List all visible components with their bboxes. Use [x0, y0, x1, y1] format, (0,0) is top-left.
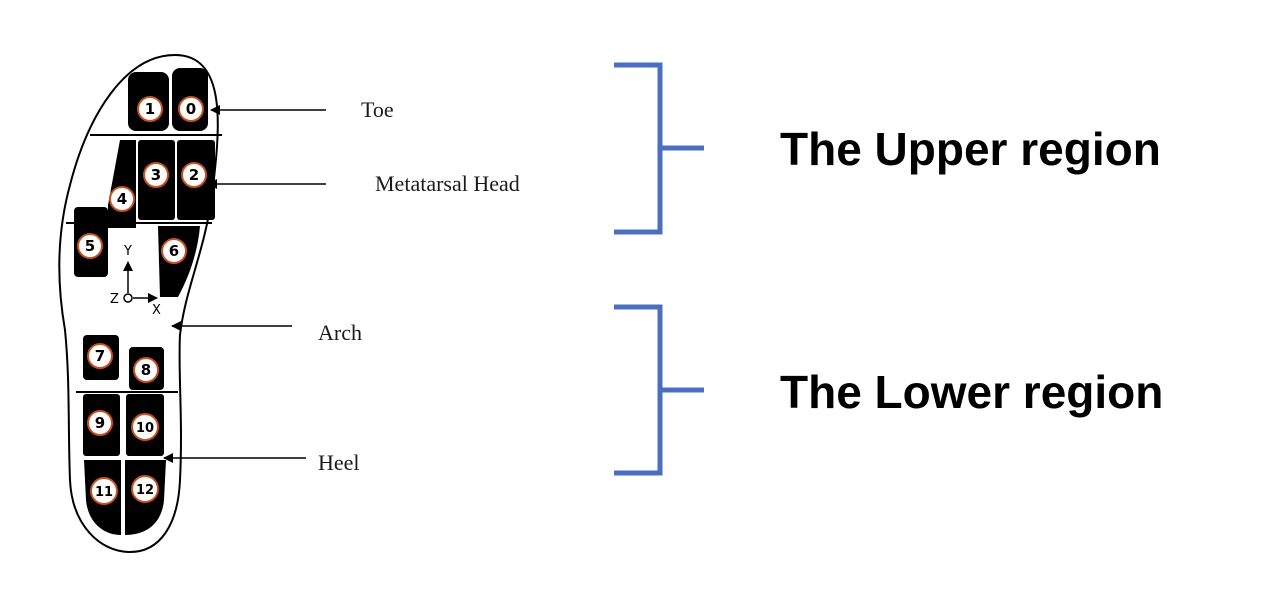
sensor-number: 7 — [95, 347, 105, 365]
sensor-marker-3: 3 — [143, 162, 169, 188]
y-axis-label: Y — [123, 244, 132, 259]
sensor-marker-11: 11 — [90, 477, 118, 505]
sensor-marker-4: 4 — [109, 186, 135, 212]
sensor-markers: 1 0 3 2 4 5 6 7 — [77, 96, 207, 505]
sensor-number: 3 — [151, 166, 161, 184]
sensor-marker-12: 12 — [131, 475, 159, 503]
z-axis-origin — [123, 293, 133, 303]
sensor-marker-2: 2 — [181, 162, 207, 188]
toe-label: Toe — [361, 97, 394, 122]
z-axis-label: Z — [110, 292, 119, 307]
lower-region-label: The Lower region — [780, 366, 1163, 418]
sensor-marker-8: 8 — [133, 357, 159, 383]
sensor-number: 5 — [85, 237, 95, 255]
upper-region-label: The Upper region — [780, 123, 1161, 175]
sensor-number: 0 — [186, 100, 196, 118]
arch-label: Arch — [318, 320, 362, 345]
sensor-marker-9: 9 — [87, 410, 113, 436]
sensor-number: 1 — [145, 100, 155, 118]
sensor-marker-10: 10 — [131, 413, 159, 441]
upper-region-bracket — [614, 62, 704, 235]
pointer-arrows — [163, 105, 326, 463]
sensor-marker-5: 5 — [77, 233, 103, 259]
heel-label: Heel — [318, 450, 360, 475]
axis-indicator: Y Z X — [110, 244, 161, 318]
sensor-marker-6: 6 — [161, 238, 187, 264]
sensor-number: 8 — [141, 361, 151, 379]
sensor-number: 9 — [95, 414, 105, 432]
sensor-number: 4 — [117, 190, 127, 208]
sensor-number: 6 — [169, 242, 179, 260]
sensor-number: 11 — [95, 485, 113, 500]
sensor-number: 2 — [189, 166, 199, 184]
sensor-number: 12 — [136, 483, 154, 498]
x-axis-label: X — [152, 303, 161, 318]
sensor-marker-1: 1 — [137, 96, 163, 122]
metatarsal-head-label: Metatarsal Head — [375, 171, 520, 196]
lower-region-bracket — [614, 304, 704, 476]
sensor-number: 10 — [136, 421, 154, 436]
sensor-marker-0: 0 — [178, 96, 204, 122]
sensor-marker-7: 7 — [87, 343, 113, 369]
